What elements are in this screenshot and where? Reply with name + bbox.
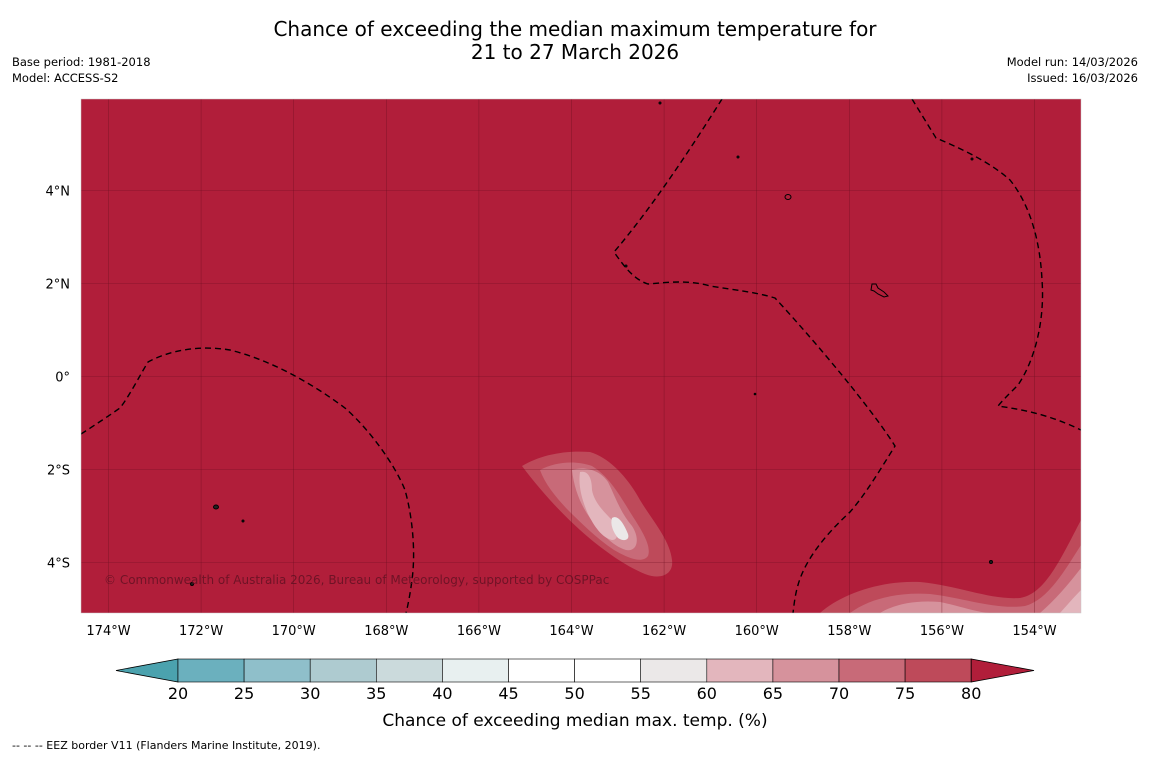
island bbox=[736, 155, 740, 159]
colorbar-swatch bbox=[177, 658, 245, 683]
island bbox=[970, 157, 974, 161]
longitude-tick-labels: 174°W 172°W 170°W 168°W 166°W 164°W 162°W 160°W… bbox=[86, 624, 1056, 639]
eez-legend-note: -- -- -- EEZ border V11 (Flanders Marine… bbox=[12, 739, 321, 752]
model-run-text: Model run: 14/03/2026 bbox=[1006, 55, 1138, 69]
contour-se-75 bbox=[820, 520, 1081, 613]
title-line-2: 21 to 27 March 2026 bbox=[470, 40, 680, 64]
latitude-tick-labels: 4°N 2°N 0° 2°S 4°S bbox=[46, 185, 71, 572]
contour-50-55 bbox=[611, 517, 629, 541]
colorbar-tick-label: 65 bbox=[763, 684, 783, 703]
island bbox=[241, 519, 245, 523]
colorbar-swatch bbox=[904, 658, 972, 683]
island bbox=[784, 194, 792, 200]
island bbox=[624, 264, 628, 268]
lon-tick-label: 156°W bbox=[920, 624, 964, 639]
colorbar-tick-label: 70 bbox=[829, 684, 849, 703]
chart-title: Chance of exceeding the median maximum t… bbox=[0, 18, 1150, 64]
island bbox=[989, 560, 993, 564]
lat-tick-label: 0° bbox=[55, 371, 70, 386]
colorbar-extend-high bbox=[970, 658, 1035, 683]
map-layers: © Commonwealth of Australia 2026, Bureau… bbox=[81, 99, 1081, 613]
colorbar-tick-label: 80 bbox=[961, 684, 981, 703]
colorbar-swatch bbox=[574, 658, 641, 683]
colorbar-tick-label: 25 bbox=[234, 684, 254, 703]
issued-text: Issued: 16/03/2026 bbox=[1027, 71, 1138, 85]
eez-borders bbox=[81, 99, 1081, 613]
colorbar-swatch bbox=[442, 658, 509, 683]
colorbar-tick-label: 40 bbox=[432, 684, 452, 703]
islands bbox=[190, 101, 993, 586]
contour-se-70 bbox=[850, 545, 1081, 613]
colorbar-tick-label: 30 bbox=[300, 684, 320, 703]
colorbar-extend-low bbox=[115, 658, 179, 683]
lat-tick-label: 2°N bbox=[46, 278, 71, 293]
model-text: Model: ACCESS-S2 bbox=[12, 71, 119, 85]
colorbar-tick-label: 50 bbox=[564, 684, 584, 703]
lon-tick-label: 154°W bbox=[1012, 624, 1056, 639]
colorbar-swatch bbox=[309, 658, 377, 683]
lat-tick-label: 2°S bbox=[47, 464, 70, 479]
colorbar-swatch bbox=[508, 658, 575, 683]
contour-55-60 bbox=[579, 471, 618, 540]
colorbar-tick-label: 75 bbox=[895, 684, 915, 703]
colorbar-swatch bbox=[243, 658, 311, 683]
colorbar-tick-label: 20 bbox=[168, 684, 188, 703]
lon-tick-label: 166°W bbox=[457, 624, 501, 639]
colorbar-tick-label: 35 bbox=[366, 684, 386, 703]
island bbox=[190, 582, 194, 586]
colorbar-tick-label: 60 bbox=[697, 684, 717, 703]
lon-tick-label: 172°W bbox=[179, 624, 223, 639]
eez-border-east bbox=[911, 99, 1081, 431]
eez-border-center bbox=[613, 99, 896, 613]
map-frame bbox=[80, 98, 1082, 614]
colorbar-swatch bbox=[375, 658, 443, 683]
colorbar-swatch bbox=[772, 658, 840, 683]
lon-tick-label: 158°W bbox=[827, 624, 871, 639]
gridlines bbox=[81, 99, 1081, 613]
base-period-text: Base period: 1981-2018 bbox=[12, 55, 151, 69]
copyright-credit: © Commonwealth of Australia 2026, Bureau… bbox=[104, 573, 609, 587]
colorbar-tick-label: 45 bbox=[498, 684, 518, 703]
lat-tick-label: 4°S bbox=[47, 557, 70, 572]
contour-se-60 bbox=[1060, 590, 1081, 613]
colorbar-swatch bbox=[640, 658, 708, 683]
colorbar-swatch bbox=[706, 658, 774, 683]
lon-tick-label: 160°W bbox=[735, 624, 779, 639]
lon-tick-label: 170°W bbox=[272, 624, 316, 639]
lon-tick-label: 162°W bbox=[642, 624, 686, 639]
colorbar-tick-label: 55 bbox=[631, 684, 651, 703]
eez-border-west bbox=[81, 347, 415, 613]
island bbox=[658, 101, 662, 105]
island bbox=[753, 392, 757, 396]
meta-left: Base period: 1981-2018 Model: ACCESS-S2 bbox=[12, 54, 151, 86]
lon-tick-label: 164°W bbox=[549, 624, 593, 639]
island bbox=[213, 504, 219, 510]
colorbar-swatch bbox=[838, 658, 906, 683]
lat-tick-label: 4°N bbox=[46, 185, 71, 200]
lon-tick-label: 168°W bbox=[364, 624, 408, 639]
colorbar: 20 25 30 35 40 45 50 55 60 65 70 75 80 bbox=[115, 658, 1035, 703]
island bbox=[870, 283, 889, 298]
title-line-1: Chance of exceeding the median maximum t… bbox=[273, 17, 877, 41]
colorbar-title: Chance of exceeding median max. temp. (%… bbox=[382, 711, 767, 731]
map-background bbox=[81, 99, 1081, 613]
meta-right: Model run: 14/03/2026 Issued: 16/03/2026 bbox=[1007, 54, 1138, 86]
lon-tick-label: 174°W bbox=[86, 624, 130, 639]
contour-se-65 bbox=[880, 601, 990, 613]
